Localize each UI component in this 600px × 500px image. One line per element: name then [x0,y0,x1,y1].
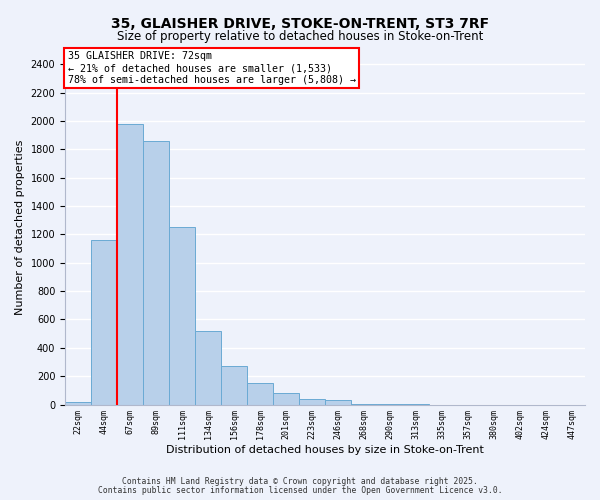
Bar [169,228,195,404]
Bar [143,141,169,405]
Text: 35, GLAISHER DRIVE, STOKE-ON-TRENT, ST3 7RF: 35, GLAISHER DRIVE, STOKE-ON-TRENT, ST3 … [111,18,489,32]
Bar [299,399,325,404]
Text: Size of property relative to detached houses in Stoke-on-Trent: Size of property relative to detached ho… [117,30,483,43]
Bar [91,240,117,404]
Bar [325,400,351,404]
Bar [221,366,247,405]
Bar [247,384,273,404]
Bar [273,392,299,404]
Bar [117,124,143,404]
Bar [195,331,221,404]
Text: Contains public sector information licensed under the Open Government Licence v3: Contains public sector information licen… [98,486,502,495]
Text: Contains HM Land Registry data © Crown copyright and database right 2025.: Contains HM Land Registry data © Crown c… [122,477,478,486]
Text: 35 GLAISHER DRIVE: 72sqm
← 21% of detached houses are smaller (1,533)
78% of sem: 35 GLAISHER DRIVE: 72sqm ← 21% of detach… [68,52,356,84]
Bar [65,402,91,404]
X-axis label: Distribution of detached houses by size in Stoke-on-Trent: Distribution of detached houses by size … [166,445,484,455]
Y-axis label: Number of detached properties: Number of detached properties [15,140,25,315]
